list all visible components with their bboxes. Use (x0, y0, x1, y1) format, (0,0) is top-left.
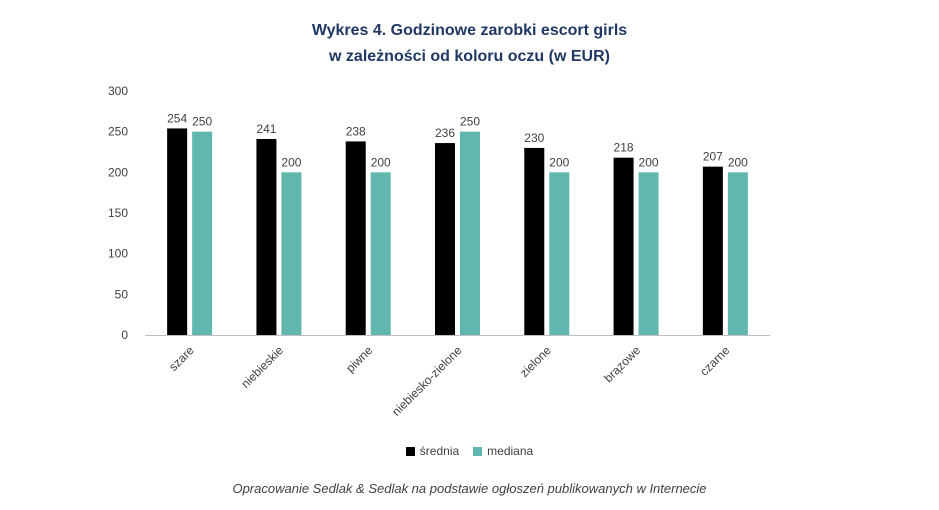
data-label: 254 (167, 111, 187, 125)
bar-srednia (435, 143, 455, 335)
legend-swatch-mediana (473, 446, 483, 456)
chart-title-line-2: w zależności od koloru oczu (w EUR) (329, 48, 610, 65)
bar-srednia (702, 166, 723, 335)
x-category-label: niebieskie (238, 343, 286, 391)
y-tick-label: 250 (108, 125, 128, 139)
y-tick-label: 150 (108, 206, 128, 220)
x-category-label: czarne (697, 343, 733, 379)
bar-srednia (345, 141, 366, 335)
y-tick-label: 100 (108, 247, 128, 261)
bar-srednia (524, 147, 545, 335)
bar-mediana (281, 172, 302, 335)
data-label: 200 (728, 155, 748, 169)
bar-srednia (167, 128, 188, 335)
data-label: 250 (460, 115, 480, 129)
source-note: Opracowanie Sedlak & Sedlak na podstawie… (232, 481, 707, 496)
legend-swatch-srednia (405, 446, 415, 456)
x-category-label: zielone (517, 343, 554, 380)
y-tick-label: 50 (115, 287, 129, 301)
x-category-label: piwne (343, 343, 375, 375)
legend-item-srednia: średnia (405, 444, 460, 458)
bar-mediana (460, 131, 480, 335)
y-tick-label: 200 (108, 165, 128, 179)
bar-chart: 0 50 100 150 200 250 300 254 250 szare 241 200 niebi… (108, 84, 770, 419)
x-category-label: szare (166, 343, 197, 374)
data-label: 230 (524, 131, 544, 145)
bar-mediana (549, 172, 570, 335)
data-label: 236 (435, 126, 455, 140)
bar-srednia (613, 157, 634, 335)
data-label: 238 (346, 124, 366, 138)
bar-mediana (727, 172, 748, 335)
bar-srednia (256, 138, 277, 335)
data-label: 207 (703, 150, 723, 164)
bar-mediana (370, 172, 391, 335)
legend-item-mediana: mediana (473, 444, 533, 458)
x-category-label: brązowe (601, 343, 643, 385)
legend: średnia mediana (0, 444, 939, 458)
data-label: 200 (281, 155, 301, 169)
data-label: 200 (371, 155, 391, 169)
legend-label-srednia: średnia (419, 444, 460, 458)
data-label: 200 (639, 155, 659, 169)
chart-title-line-1: Wykres 4. Godzinowe zarobki escort girls (311, 22, 628, 39)
data-label: 241 (256, 122, 276, 136)
data-label: 250 (192, 115, 212, 129)
y-tick-label: 0 (121, 328, 128, 342)
data-label: 200 (549, 155, 569, 169)
bar-mediana (192, 131, 213, 335)
legend-label-mediana: mediana (487, 444, 534, 458)
y-tick-label: 300 (108, 84, 128, 98)
data-label: 218 (614, 141, 634, 155)
x-category-label: niebiesko-zielone (389, 343, 465, 419)
bar-mediana (638, 172, 659, 335)
